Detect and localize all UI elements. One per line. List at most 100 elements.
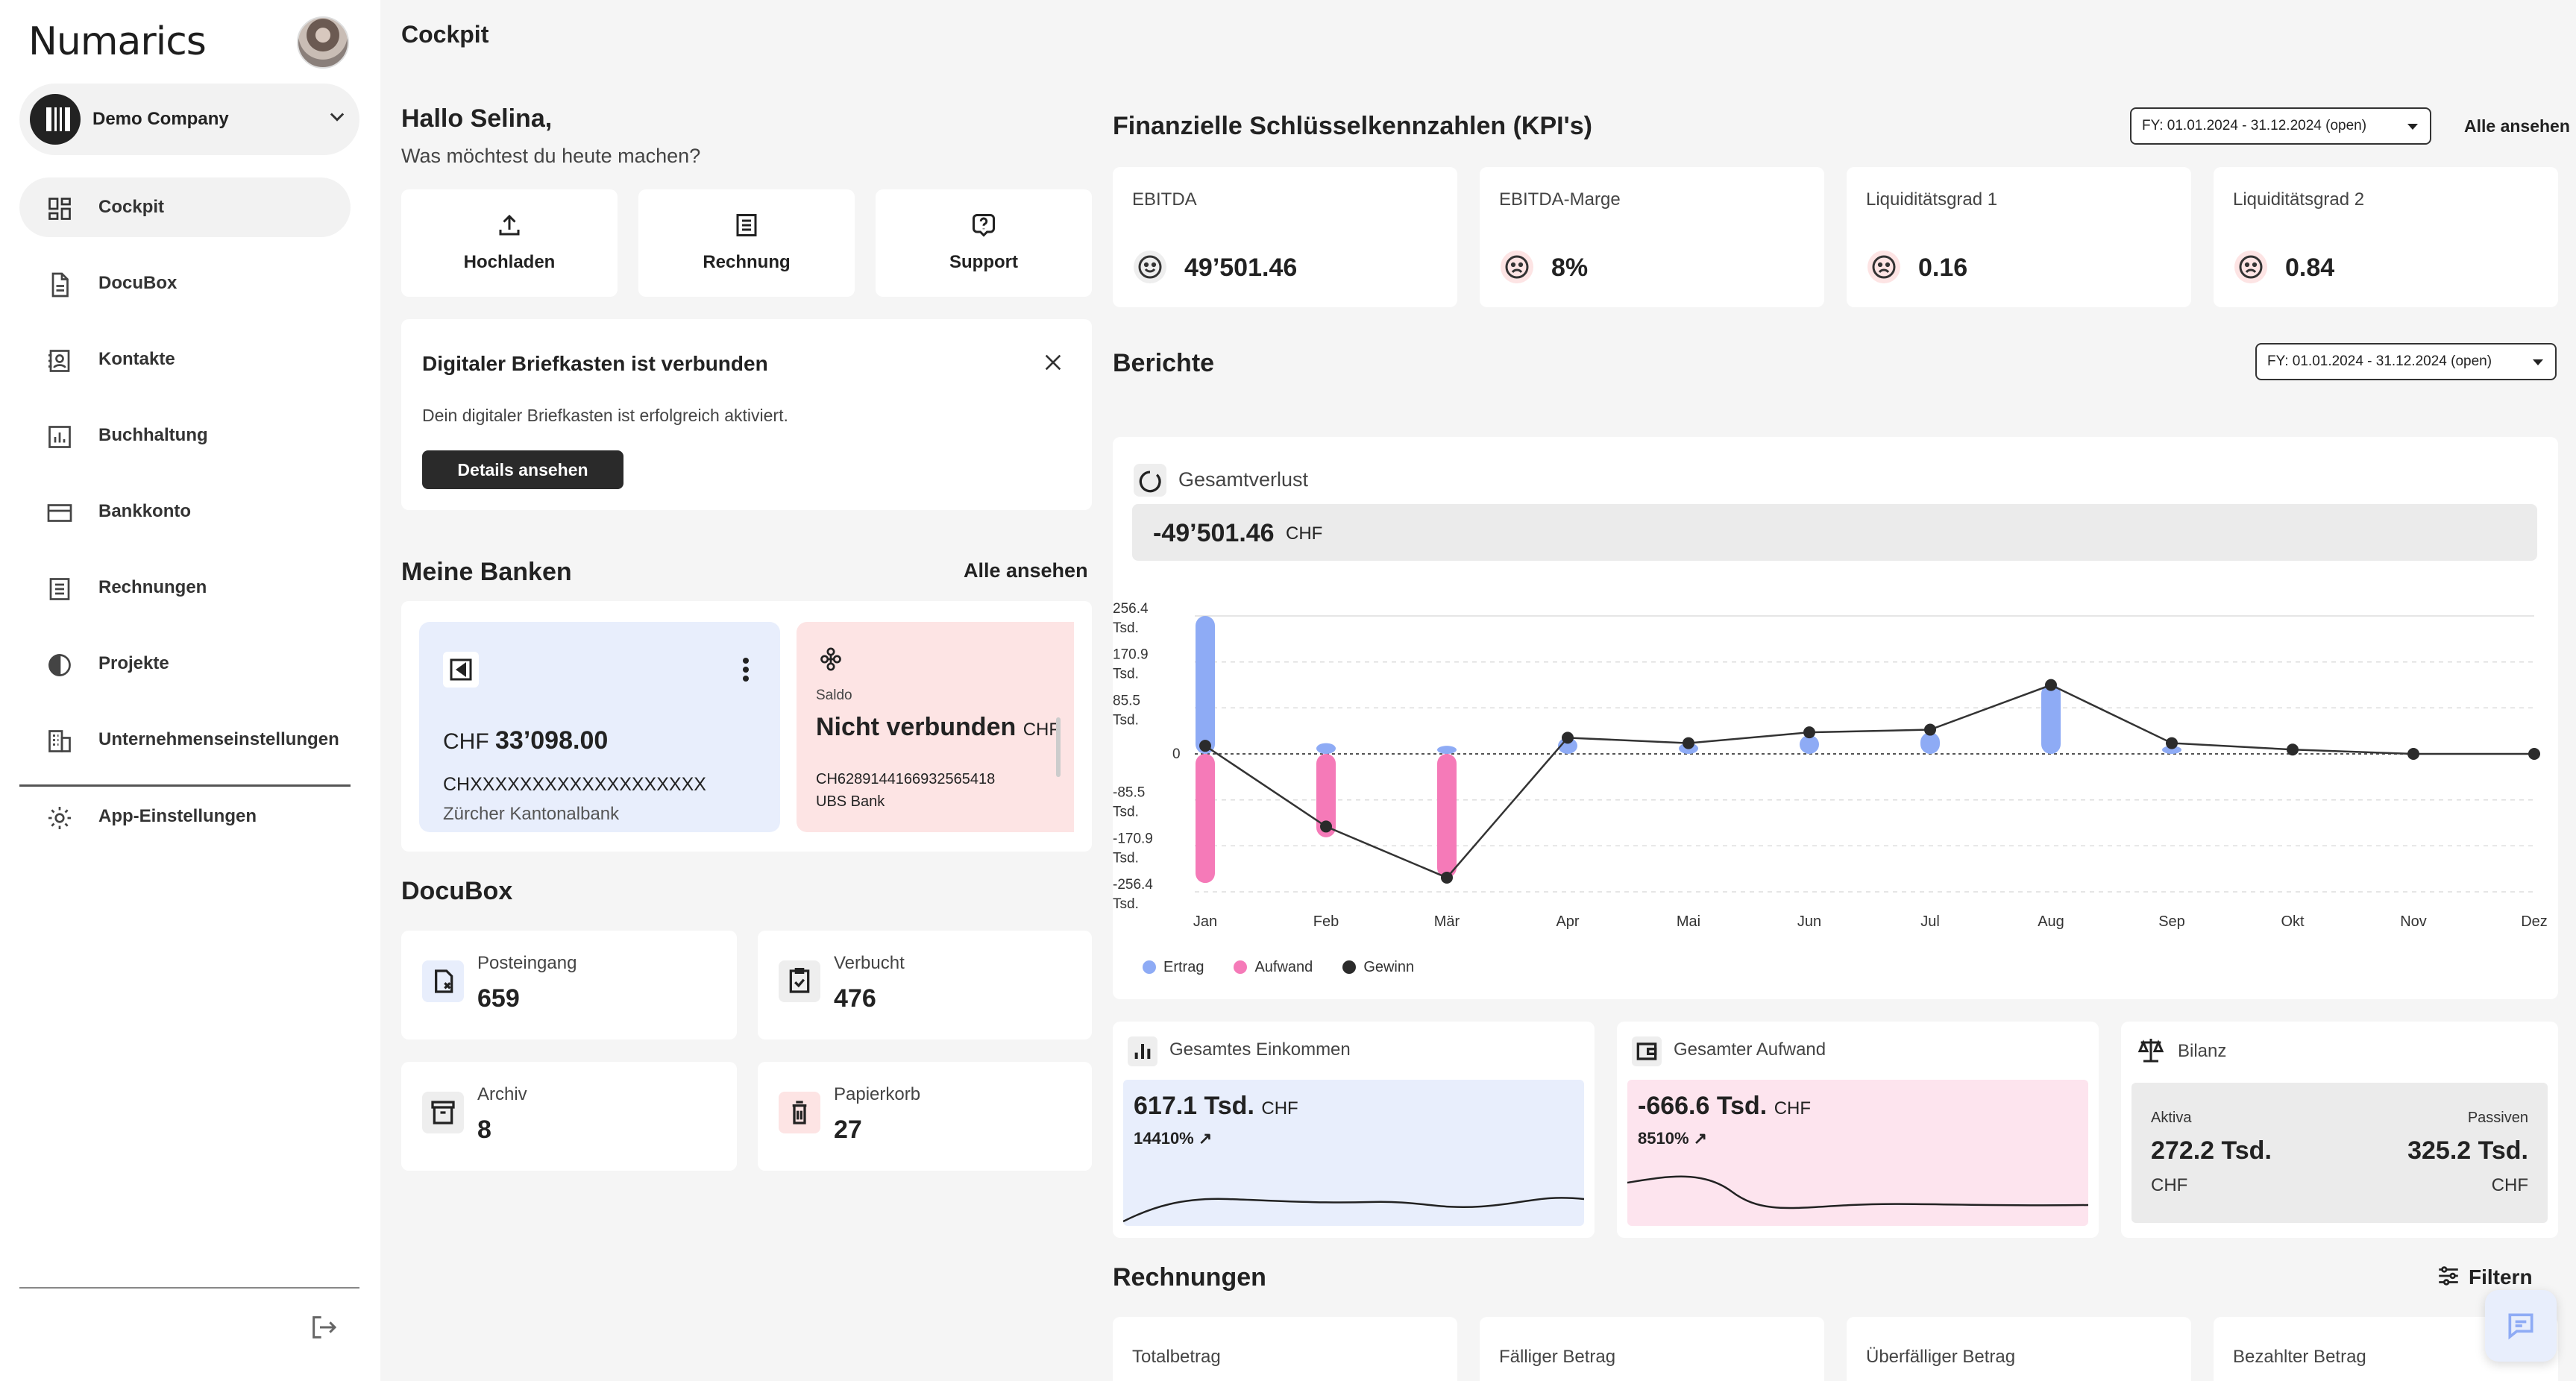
y-tick-label: 256.4 Tsd.	[1113, 601, 1149, 636]
bank-name: Zürcher Kantonalbank	[443, 804, 620, 824]
sidebar-item-unternehmenseinstellungen[interactable]: Unternehmenseinstellungen	[19, 710, 351, 770]
sidebar-item-buchhaltung[interactable]: Buchhaltung	[19, 406, 351, 465]
x-tick-label: Jun	[1797, 913, 1821, 930]
sidebar-item-bankkonto[interactable]: Bankkonto	[19, 482, 351, 541]
expense-title: Gesamter Aufwand	[1674, 1039, 1826, 1060]
expense-panel: -666.6 Tsd. CHF 8510% ↗	[1627, 1080, 2088, 1226]
kpi-label: EBITDA-Marge	[1499, 189, 1621, 210]
filter-button[interactable]: Filtern	[2436, 1263, 2533, 1289]
wallet-icon	[1632, 1036, 1662, 1066]
expense-card[interactable]: Gesamter Aufwand -666.6 Tsd. CHF 8510% ↗	[1617, 1022, 2099, 1238]
banks-see-all-link[interactable]: Alle ansehen	[964, 559, 1088, 582]
x-tick-label: Okt	[2281, 913, 2305, 930]
sidebar-item-label: Unternehmenseinstellungen	[98, 729, 339, 749]
page-title: Cockpit	[401, 21, 489, 48]
avatar[interactable]	[297, 16, 349, 69]
report-card-title: Gesamtverlust	[1178, 468, 1309, 491]
profit-point	[2287, 743, 2299, 756]
balance-card[interactable]: Bilanz Aktiva 272.2 Tsd. CHF Passiven 32…	[2121, 1022, 2558, 1238]
report-total-currency: CHF	[1286, 523, 1323, 544]
scrollbar[interactable]	[1056, 717, 1061, 777]
docubox-inbox-tile[interactable]: Posteingang 659	[401, 931, 737, 1039]
reports-period-select[interactable]: FY: 01.01.2024 - 31.12.2024 (open)	[2255, 343, 2557, 380]
sidebar-item-app-einstellungen[interactable]: App-Einstellungen	[19, 787, 351, 846]
docubox-archive-tile[interactable]: Archiv 8	[401, 1062, 737, 1171]
income-currency: CHF	[1261, 1098, 1298, 1119]
income-sparkline	[1123, 1197, 1584, 1223]
trend-up-icon: ↗	[1693, 1129, 1708, 1148]
kpi-card-ebitda-marge[interactable]: EBITDA-Marge 8%	[1480, 167, 1824, 307]
app-logo: Numarics	[28, 19, 207, 64]
bank-iban: CHXXXXXXXXXXXXXXXXXXX	[443, 774, 706, 795]
kpi-see-all-link[interactable]: Alle ansehen	[2464, 116, 2570, 136]
invoice-total-card[interactable]: Totalbetrag	[1113, 1317, 1457, 1381]
mailbox-notice: Digitaler Briefkasten ist verbunden Dein…	[401, 319, 1092, 510]
profit-point	[2166, 737, 2178, 749]
tile-value: 27	[834, 1116, 862, 1144]
report-total-box: -49’501.46 CHF	[1132, 504, 2537, 561]
happy-face-icon	[1132, 249, 1168, 285]
bar-ertrag	[2162, 746, 2181, 754]
invoice-button[interactable]: Rechnung	[638, 189, 855, 297]
upload-button[interactable]: Hochladen	[401, 189, 618, 297]
kpi-value: 8%	[1551, 254, 1589, 282]
invoice-card-label: Überfälliger Betrag	[1866, 1347, 2016, 1367]
loss-icon	[1134, 464, 1166, 497]
ubs-logo-icon	[816, 644, 846, 674]
sidebar-item-docubox[interactable]: DocuBox	[19, 254, 351, 313]
filter-icon	[2436, 1263, 2461, 1289]
docubox-trash-tile[interactable]: Papierkorb 27	[758, 1062, 1092, 1171]
bank-currency: CHF	[443, 729, 489, 754]
sidebar-item-projekte[interactable]: Projekte	[19, 634, 351, 693]
bank-card-ubs[interactable]: Saldo Nicht verbunden CHF CH628914416693…	[797, 622, 1074, 832]
sidebar-item-cockpit[interactable]: Cockpit	[19, 177, 351, 237]
sidebar-item-label: Projekte	[98, 653, 169, 673]
balance-panel: Aktiva 272.2 Tsd. CHF Passiven 325.2 Tsd…	[2132, 1083, 2548, 1223]
archive-icon	[422, 1092, 464, 1133]
clipboard-check-icon	[779, 960, 820, 1002]
tile-value: 476	[834, 984, 876, 1013]
more-options-icon[interactable]	[732, 652, 759, 688]
bank-card-zkb[interactable]: CHF 33’098.00 CHXXXXXXXXXXXXXXXXXXX Zürc…	[419, 622, 780, 832]
notice-text: Dein digitaler Briefkasten ist erfolgrei…	[422, 406, 788, 425]
sidebar-item-kontakte[interactable]: Kontakte	[19, 330, 351, 389]
company-switcher[interactable]: Demo Company	[19, 84, 359, 155]
sidebar-item-rechnungen[interactable]: Rechnungen	[19, 558, 351, 617]
sad-face-icon	[1866, 249, 1902, 285]
income-card[interactable]: Gesamtes Einkommen 617.1 Tsd. CHF 14410%…	[1113, 1022, 1595, 1238]
profit-point	[1803, 726, 1815, 739]
invoice-overdue-card[interactable]: Überfälliger Betrag	[1847, 1317, 2191, 1381]
kpi-card-ebitda[interactable]: EBITDA 49’501.46	[1113, 167, 1457, 307]
support-button[interactable]: Support	[876, 189, 1092, 297]
close-icon[interactable]	[1041, 350, 1065, 374]
kpi-card-liquidity-2[interactable]: Liquiditätsgrad 2 0.84	[2214, 167, 2558, 307]
banks-title: Meine Banken	[401, 558, 572, 586]
kpi-card-liquidity-1[interactable]: Liquiditätsgrad 1 0.16	[1847, 167, 2191, 307]
details-button[interactable]: Details ansehen	[422, 450, 623, 489]
sad-face-icon	[1499, 249, 1535, 285]
expense-change-text: 8510%	[1638, 1129, 1689, 1148]
upload-label: Hochladen	[463, 252, 556, 272]
sidebar-divider	[19, 784, 351, 787]
kpi-value: 0.84	[2285, 254, 2335, 282]
sidebar-item-label: Kontakte	[98, 349, 175, 369]
profit-point	[2045, 679, 2057, 691]
expense-currency: CHF	[1774, 1098, 1812, 1119]
sidebar-bottom-divider	[19, 1287, 359, 1289]
profit-point	[1924, 723, 1936, 736]
kpi-period-select[interactable]: FY: 01.01.2024 - 31.12.2024 (open)	[2130, 107, 2431, 145]
x-tick-label: Jan	[1193, 913, 1217, 930]
bar-ertrag	[1800, 734, 1819, 754]
chat-button[interactable]	[2485, 1290, 2557, 1362]
bar-aufwand	[1196, 754, 1215, 884]
bar-ertrag	[2041, 684, 2061, 754]
docubox-booked-tile[interactable]: Verbucht 476	[758, 931, 1092, 1039]
invoice-due-card[interactable]: Fälliger Betrag	[1480, 1317, 1824, 1381]
sidebar-item-label: Buchhaltung	[98, 425, 208, 445]
tile-value: 659	[477, 984, 520, 1013]
report-chart-card: Gesamtverlust -49’501.46 CHF 256.4 Tsd. 17…	[1113, 437, 2558, 999]
bank-name: UBS Bank	[816, 793, 885, 810]
profit-point	[1683, 737, 1694, 749]
expense-value-text: -666.6 Tsd.	[1638, 1092, 1768, 1120]
logout-icon[interactable]	[309, 1312, 339, 1342]
